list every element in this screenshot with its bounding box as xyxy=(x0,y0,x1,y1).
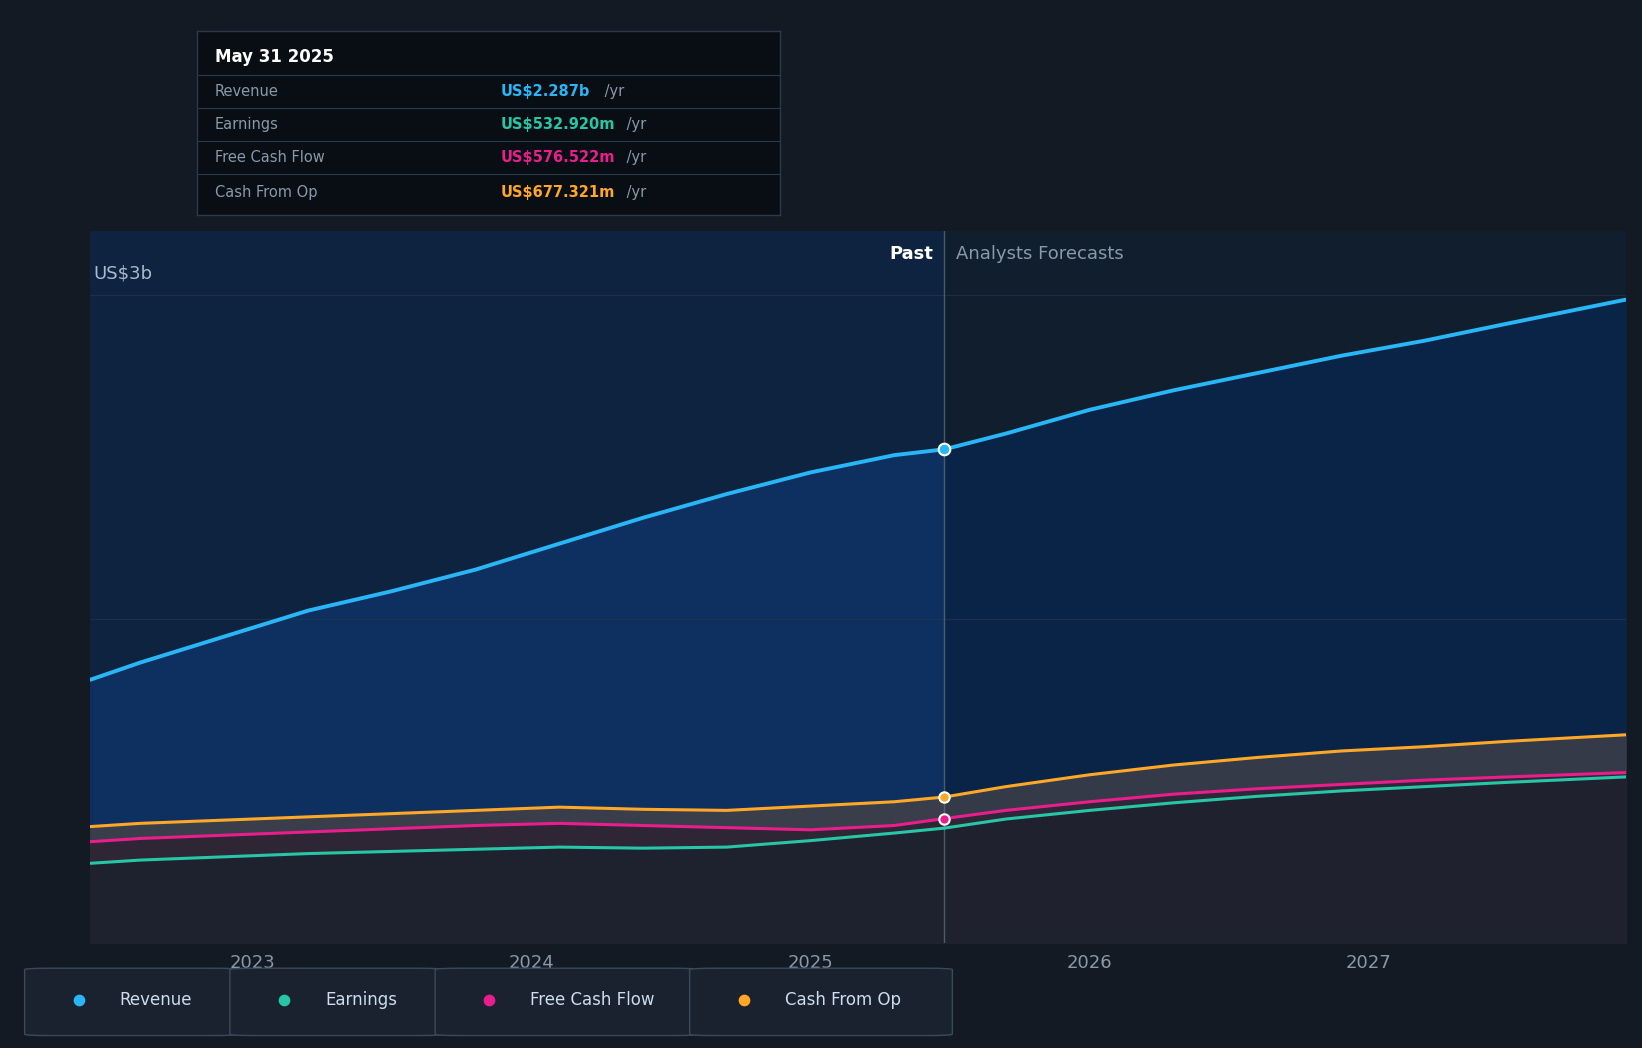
Text: US$2.287b: US$2.287b xyxy=(501,85,589,100)
Text: Past: Past xyxy=(890,245,933,263)
Point xyxy=(271,991,297,1008)
FancyBboxPatch shape xyxy=(230,968,443,1035)
Point xyxy=(476,991,502,1008)
Text: US$532.920m: US$532.920m xyxy=(501,117,614,132)
Text: Cash From Op: Cash From Op xyxy=(785,991,901,1009)
Text: Revenue: Revenue xyxy=(215,85,279,100)
Point xyxy=(931,810,957,827)
Bar xyxy=(944,231,1626,943)
Point xyxy=(931,788,957,805)
Text: US$3b: US$3b xyxy=(94,264,153,282)
FancyBboxPatch shape xyxy=(690,968,952,1035)
Text: /yr: /yr xyxy=(622,151,647,166)
Point xyxy=(931,441,957,458)
Text: Free Cash Flow: Free Cash Flow xyxy=(530,991,655,1009)
Text: /yr: /yr xyxy=(622,117,647,132)
Text: Free Cash Flow: Free Cash Flow xyxy=(215,151,323,166)
Point xyxy=(66,991,92,1008)
Point xyxy=(731,991,757,1008)
Text: US$576.522m: US$576.522m xyxy=(501,151,614,166)
Text: US$0: US$0 xyxy=(94,917,141,935)
Text: Earnings: Earnings xyxy=(325,991,397,1009)
Text: US$677.321m: US$677.321m xyxy=(501,185,614,200)
Text: Earnings: Earnings xyxy=(215,117,279,132)
Text: Cash From Op: Cash From Op xyxy=(215,185,317,200)
Bar xyxy=(90,231,944,943)
FancyBboxPatch shape xyxy=(435,968,698,1035)
Text: Analysts Forecasts: Analysts Forecasts xyxy=(956,245,1123,263)
Text: /yr: /yr xyxy=(599,85,624,100)
Text: /yr: /yr xyxy=(622,185,647,200)
Text: Revenue: Revenue xyxy=(120,991,192,1009)
Text: May 31 2025: May 31 2025 xyxy=(215,48,333,66)
FancyBboxPatch shape xyxy=(25,968,238,1035)
